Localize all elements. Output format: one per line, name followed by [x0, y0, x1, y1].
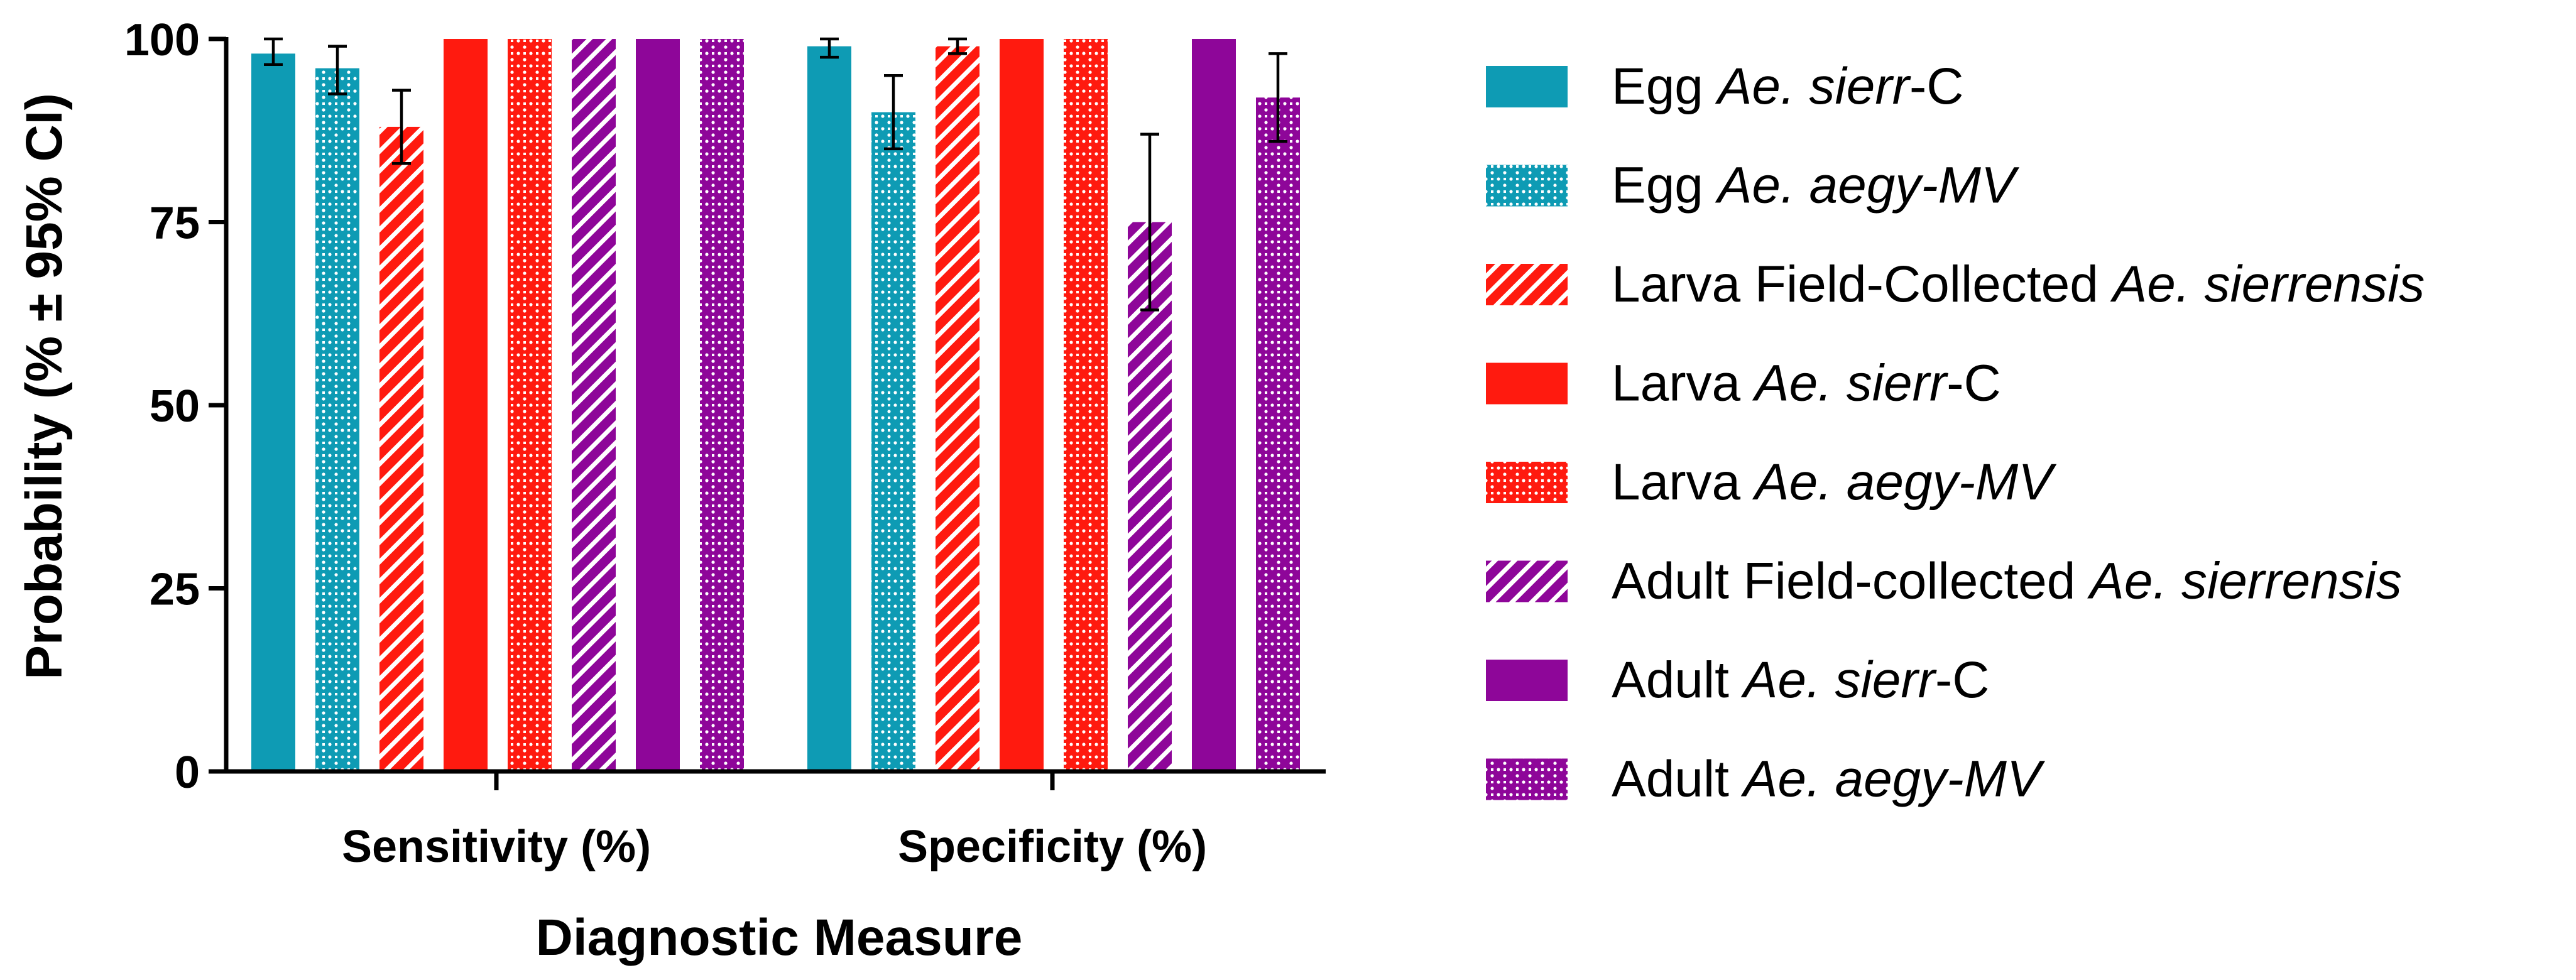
bar — [1128, 222, 1172, 771]
legend-swatch — [1486, 362, 1568, 405]
legend-label: Larva Ae. sierr-C — [1612, 355, 2001, 412]
error-bar — [820, 37, 839, 59]
legend-item: Larva Ae. sierr-C — [1486, 355, 2001, 412]
legend-swatch — [1486, 758, 1568, 800]
legend-swatch — [1486, 264, 1568, 305]
legend-label: Larva Field-Collected Ae. sierrensis — [1612, 256, 2425, 313]
bar — [1256, 97, 1300, 771]
legend-swatch — [1486, 165, 1568, 207]
legend-label: Egg Ae. aegy-MV — [1612, 157, 2020, 214]
error-bar — [948, 37, 967, 55]
bar — [936, 46, 980, 771]
plot-area — [251, 37, 1300, 772]
legend-item: Adult Ae. sierr-C — [1486, 651, 1990, 709]
legend-label: Egg Ae. sierr-C — [1612, 58, 1964, 115]
bar — [1064, 39, 1108, 771]
bar — [636, 39, 680, 771]
bar — [1192, 39, 1236, 771]
legend-swatch — [1486, 660, 1568, 701]
error-bar — [1140, 133, 1159, 312]
legend-item: Adult Field-collected Ae. sierrensis — [1486, 553, 2402, 610]
y-tick-label: 75 — [150, 199, 200, 249]
axes: Probability (% ± 95% CI) Diagnostic Meas… — [16, 15, 1326, 966]
legend-swatch — [1486, 66, 1568, 107]
legend-label: Adult Ae. aegy-MV — [1612, 751, 2046, 808]
legend-label: Larva Ae. aegy-MV — [1612, 454, 2057, 511]
legend-item: Larva Ae. aegy-MV — [1486, 454, 2057, 511]
error-bar — [1269, 52, 1287, 143]
x-tick-label: Specificity (%) — [898, 822, 1207, 872]
legend-swatch — [1486, 462, 1568, 503]
legend-item: Larva Field-Collected Ae. sierrensis — [1486, 256, 2425, 313]
legend-item: Egg Ae. sierr-C — [1486, 58, 1964, 115]
error-bar — [392, 89, 411, 165]
bar — [315, 68, 359, 771]
bar — [508, 39, 552, 771]
error-bar — [264, 37, 283, 67]
legend-swatch — [1486, 560, 1568, 602]
legend-item: Adult Ae. aegy-MV — [1486, 751, 2046, 808]
bar — [871, 112, 915, 772]
bar — [807, 46, 851, 771]
y-tick-label: 50 — [150, 381, 200, 432]
legend-label: Adult Ae. sierr-C — [1612, 651, 1990, 709]
y-tick-label: 0 — [175, 748, 200, 798]
bar — [444, 39, 488, 771]
legend-item: Egg Ae. aegy-MV — [1486, 157, 2020, 214]
y-tick-label: 100 — [124, 15, 200, 65]
x-tick-label: Sensitivity (%) — [342, 822, 651, 872]
x-axis-label: Diagnostic Measure — [536, 909, 1023, 966]
y-tick-label: 25 — [150, 565, 200, 615]
bar — [251, 53, 295, 772]
bar — [1000, 39, 1044, 771]
bar — [379, 126, 423, 771]
legend-label: Adult Field-collected Ae. sierrensis — [1612, 553, 2402, 610]
y-axis-label: Probability (% ± 95% CI) — [16, 93, 73, 680]
error-bar — [328, 45, 347, 95]
legend: Egg Ae. sierr-C Egg Ae. aegy-MV Larva Fiel… — [1486, 58, 2425, 808]
error-bar — [884, 74, 903, 151]
bar — [572, 39, 616, 771]
bar — [700, 39, 744, 771]
